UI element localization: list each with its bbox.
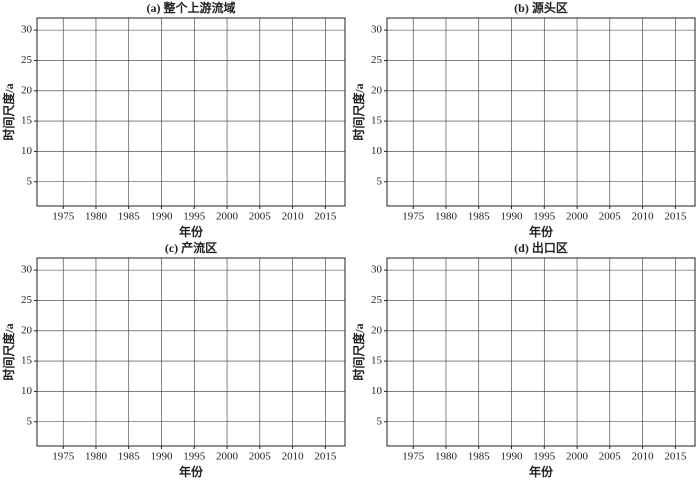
y-tick-label: 5 — [377, 415, 383, 427]
y-tick-label: 20 — [21, 84, 33, 96]
x-tick-label: 1980 — [85, 451, 108, 463]
x-tick-label: 1985 — [468, 451, 491, 463]
x-axis-label: 年份 — [179, 464, 204, 479]
y-tick-label: 20 — [371, 84, 383, 96]
x-tick-label: 2000 — [566, 211, 589, 223]
x-tick-label: 2015 — [664, 211, 687, 223]
x-tick-label: 1975 — [402, 451, 425, 463]
x-tick-label: 1985 — [118, 451, 141, 463]
x-tick-label: 2005 — [599, 211, 622, 223]
x-tick-label: 1985 — [118, 211, 141, 223]
y-tick-label: 25 — [371, 294, 383, 306]
x-tick-label: 1980 — [435, 451, 458, 463]
y-axis-label: 时间尺度/a — [1, 83, 16, 140]
x-tick-label: 1995 — [183, 451, 206, 463]
x-tick-label: 1995 — [183, 211, 206, 223]
x-tick-label: 1990 — [151, 211, 174, 223]
y-axis-label: 时间尺度/a — [351, 83, 366, 140]
y-tick-label: 5 — [27, 415, 33, 427]
plot-area — [386, 17, 696, 207]
x-tick-label: 2000 — [216, 451, 239, 463]
y-tick-label: 20 — [371, 324, 383, 336]
plot-area — [386, 257, 696, 447]
plot-area — [36, 257, 346, 447]
x-tick-label: 2000 — [566, 451, 589, 463]
y-tick-label: 25 — [21, 294, 33, 306]
y-tick-label: 15 — [371, 115, 383, 127]
x-tick-label: 2010 — [632, 211, 655, 223]
y-axis-label: 时间尺度/a — [351, 323, 366, 380]
x-tick-label: 2005 — [249, 211, 272, 223]
y-tick-label: 10 — [21, 145, 33, 157]
x-tick-label: 1995 — [533, 451, 556, 463]
x-tick-label: 1990 — [151, 451, 174, 463]
x-tick-label: 2010 — [282, 211, 305, 223]
x-tick-label: 1980 — [435, 211, 458, 223]
panel-title: (d) 出口区 — [514, 240, 568, 255]
x-tick-label: 1975 — [402, 211, 425, 223]
x-tick-label: 2005 — [599, 451, 622, 463]
y-axis-label: 时间尺度/a — [1, 323, 16, 380]
y-tick-label: 30 — [21, 264, 33, 276]
y-tick-label: 10 — [21, 385, 33, 397]
y-tick-label: 30 — [371, 264, 383, 276]
plot-area — [36, 17, 346, 207]
y-tick-label: 15 — [21, 115, 33, 127]
y-tick-label: 15 — [371, 355, 383, 367]
y-tick-label: 10 — [371, 385, 383, 397]
y-tick-label: 10 — [371, 145, 383, 157]
x-tick-label: 1995 — [533, 211, 556, 223]
x-tick-label: 1990 — [501, 451, 524, 463]
y-tick-label: 5 — [27, 175, 33, 187]
x-tick-label: 1985 — [468, 211, 491, 223]
x-axis-label: 年份 — [179, 224, 204, 239]
y-tick-label: 20 — [21, 324, 33, 336]
panel-title: (a) 整个上游流域 — [147, 0, 236, 15]
x-tick-label: 2015 — [664, 451, 687, 463]
y-tick-label: 25 — [21, 54, 33, 66]
x-tick-label: 2010 — [632, 451, 655, 463]
x-tick-label: 2015 — [314, 211, 337, 223]
y-tick-label: 30 — [371, 24, 383, 36]
x-tick-label: 1980 — [85, 211, 108, 223]
y-tick-label: 25 — [371, 54, 383, 66]
x-axis-label: 年份 — [529, 224, 554, 239]
x-tick-label: 2005 — [249, 451, 272, 463]
panel-title: (c) 产流区 — [165, 240, 217, 255]
x-tick-label: 1975 — [52, 451, 75, 463]
x-tick-label: 2015 — [314, 451, 337, 463]
x-tick-label: 1975 — [52, 211, 75, 223]
x-tick-label: 2010 — [282, 451, 305, 463]
y-tick-label: 5 — [377, 175, 383, 187]
y-tick-label: 15 — [21, 355, 33, 367]
x-tick-label: 1990 — [501, 211, 524, 223]
y-tick-label: 30 — [21, 24, 33, 36]
x-axis-label: 年份 — [529, 464, 554, 479]
x-tick-label: 2000 — [216, 211, 239, 223]
panel-title: (b) 源头区 — [514, 0, 568, 15]
